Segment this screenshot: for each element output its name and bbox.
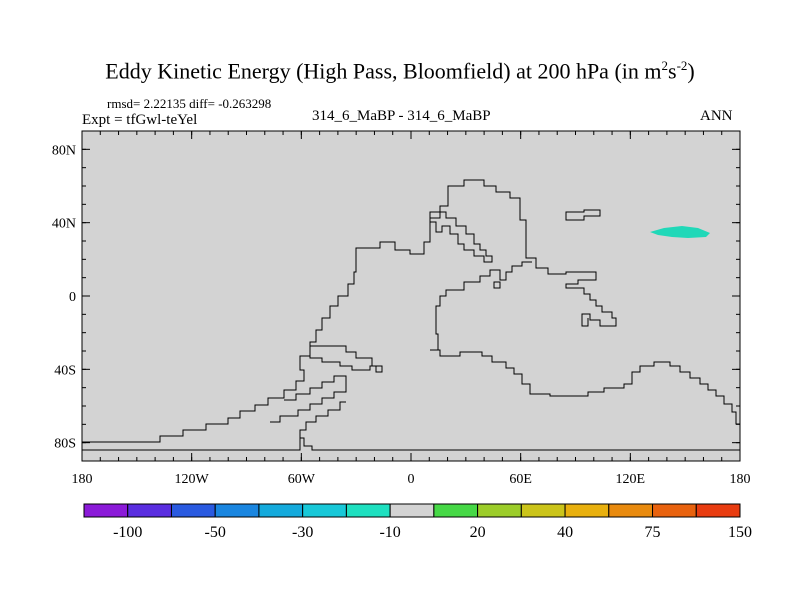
coastline-west-continent [81, 179, 617, 443]
coastline-ant-edge [82, 401, 346, 451]
coastline-south-rim [430, 349, 741, 438]
colorbar-label: 40 [557, 524, 573, 541]
coastline-asia-upper [565, 209, 601, 221]
x-tick-label: 120E [616, 472, 646, 487]
coastlines [81, 179, 741, 451]
x-tick-label: 180 [72, 472, 93, 487]
case-label: 314_6_MaBP - 314_6_MaBP [312, 108, 491, 124]
y-tick-label: 80S [54, 437, 76, 452]
axis-ticks [81, 130, 741, 462]
colorbar-swatch [564, 503, 610, 518]
colorbar-label: -100 [113, 524, 142, 541]
coastline-small-island [493, 281, 501, 289]
x-tick-label: 180 [730, 472, 751, 487]
y-tick-label: 40S [54, 363, 76, 378]
anomaly-patch [650, 226, 710, 238]
coastline-inner-a [309, 345, 383, 373]
colorbar-label: -10 [379, 524, 400, 541]
stats-label: rmsd= 2.22135 diff= -0.263298 [107, 96, 272, 111]
coastline-inner-c [300, 437, 740, 451]
colorbar-swatch [652, 503, 697, 518]
colorbar-label: 150 [728, 524, 752, 541]
colorbar-swatch [695, 503, 741, 518]
coastline-inner-b [270, 375, 347, 423]
colorbar-label: -50 [205, 524, 226, 541]
colorbar-label: 75 [645, 524, 661, 541]
experiment-label: Expt = tfGwl-teYel [82, 112, 198, 128]
y-tick-label: 40N [52, 217, 76, 232]
coastline-south-east [430, 261, 532, 351]
x-tick-label: 60W [288, 472, 316, 487]
x-tick-label: 120W [175, 472, 210, 487]
y-tick-label: 0 [69, 290, 76, 305]
axis-labels: 180 120W 60W 0 60E 120E 180 80N 40N 0 40S 80S [52, 143, 751, 487]
colorbar-swatch [608, 503, 654, 518]
chart-title: Eddy Kinetic Energy (High Pass, Bloomfie… [105, 58, 695, 84]
x-tick-label: 60E [509, 472, 532, 487]
colorbar-swatch [302, 503, 347, 518]
y-tick-label: 80N [52, 143, 76, 158]
colorbar-swatch [520, 503, 566, 518]
x-tick-label: 0 [408, 472, 415, 487]
colorbar-swatch [389, 503, 435, 518]
colorbar-label: 20 [470, 524, 486, 541]
colorbar-labels: -100 -50 -30 -10 20 40 75 150 [113, 524, 752, 541]
colorbar-swatch [345, 503, 391, 518]
colorbar-swatch [433, 503, 479, 518]
plot-background [81, 130, 741, 462]
colorbar-swatch [477, 503, 522, 518]
colorbar-label: -30 [292, 524, 313, 541]
colorbar-swatch [170, 503, 216, 518]
colorbar-swatch [214, 503, 260, 518]
season-label: ANN [700, 108, 733, 124]
colorbar-swatch [258, 503, 304, 518]
colorbar [83, 503, 741, 518]
colorbar-swatch [83, 503, 129, 518]
coastline-north-inner [429, 211, 493, 263]
colorbar-swatch [127, 503, 172, 518]
